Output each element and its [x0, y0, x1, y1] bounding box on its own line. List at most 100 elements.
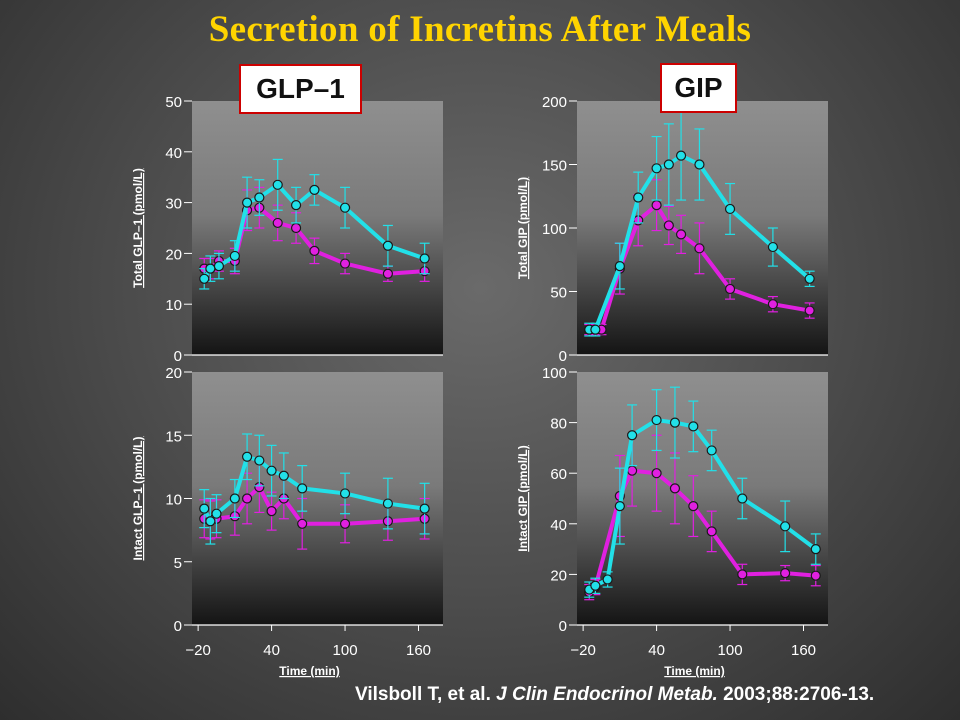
- intact-gip-series-cyan: [584, 386, 821, 598]
- citation-ref: 2003;88:2706-13.: [723, 684, 875, 705]
- citation-authors: Vilsboll T, et al.: [355, 684, 491, 705]
- total-glp1-y-tick-label: 30: [165, 196, 182, 213]
- intact-gip-data-point: [810, 570, 821, 581]
- intact-glp1-x-tick-label: 160: [406, 642, 431, 659]
- total-gip-data-point: [694, 159, 705, 170]
- total-glp1-data-point: [205, 263, 216, 274]
- intact-gip-data-point: [706, 445, 717, 456]
- total-glp1-y-axis-label: Total GLP–1 (pmol/L): [131, 168, 145, 288]
- total-glp1-data-point: [309, 184, 320, 195]
- total-glp1-y-tick-label: 20: [165, 246, 182, 263]
- intact-glp1-data-point: [339, 518, 351, 529]
- intact-glp1-data-point: [241, 451, 253, 462]
- intact-gip-data-point: [810, 543, 821, 555]
- total-gip-data-point: [651, 163, 662, 174]
- intact-glp1-y-axis-label: Intact GLP–1 (pmol/L): [131, 436, 145, 560]
- total-glp1-data-point: [339, 258, 351, 269]
- total-glp1-series-cyan: [199, 158, 430, 290]
- intact-gip-data-point: [651, 468, 662, 479]
- total-glp1-panel: 0 10 20 30 40 50 Total GLP–1 (pmol/L): [131, 94, 443, 365]
- total-glp1-data-point: [339, 202, 351, 213]
- total-glp1-data-point: [241, 197, 253, 208]
- intact-gip-data-point: [590, 580, 601, 591]
- intact-glp1-data-point: [205, 516, 216, 527]
- intact-glp1-y-tick-label: 20: [165, 365, 182, 382]
- intact-glp1-panel: 0 5 10 15 20 −20 40 100 160 Intact GLP–1 (pmol/L)…: [131, 365, 443, 678]
- intact-gip-data-point: [626, 465, 638, 476]
- intact-glp1-data-point: [419, 503, 430, 514]
- citation: Vilsboll T, et al. J Clin Endocrinol Met…: [355, 684, 874, 706]
- intact-gip-data-point: [669, 483, 681, 494]
- total-glp1-data-point: [213, 261, 225, 272]
- intact-gip-y-tick-label: 60: [550, 466, 567, 483]
- total-gip-plot-area: [577, 101, 828, 355]
- total-glp1-y-tick-label: 40: [165, 145, 182, 162]
- intact-gip-x-axis-label: Time (min): [664, 664, 724, 678]
- total-gip-series-magenta: [584, 179, 815, 336]
- total-glp1-data-point: [382, 268, 394, 279]
- total-glp1-data-point: [419, 253, 430, 264]
- total-gip-y-tick-label: 50: [550, 285, 567, 302]
- total-glp1-plot-area: [192, 101, 443, 355]
- intact-glp1-data-point: [297, 483, 308, 494]
- intact-gip-data-point: [737, 493, 748, 504]
- slide-title: Secretion of Incretins After Meals: [208, 9, 752, 50]
- total-gip-y-tick-label: 150: [542, 158, 567, 175]
- intact-gip-x-tick-label: 100: [718, 642, 743, 659]
- total-glp1-data-point: [290, 200, 302, 211]
- total-gip-data-point: [724, 283, 736, 295]
- total-gip-series-cyan: [584, 110, 815, 337]
- intact-gip-plot-area: [577, 372, 828, 625]
- intact-glp1-data-point: [211, 508, 222, 519]
- gip-label: GIP: [660, 63, 737, 113]
- intact-glp1-data-point: [229, 493, 240, 504]
- total-gip-data-point: [767, 299, 779, 310]
- intact-glp1-plot-area: [192, 372, 443, 625]
- intact-glp1-series-cyan: [199, 433, 430, 545]
- intact-gip-y-tick-label: 40: [550, 517, 567, 534]
- intact-gip-data-point: [602, 574, 613, 585]
- citation-journal: J Clin Endocrinol Metab.: [496, 684, 718, 705]
- intact-glp1-y-tick-label: 0: [174, 618, 182, 635]
- intact-gip-data-point: [688, 500, 699, 512]
- intact-glp1-data-point: [199, 503, 210, 514]
- intact-gip-x-tick-label: 40: [648, 642, 665, 659]
- intact-gip-data-point: [706, 526, 717, 537]
- total-gip-data-point: [675, 229, 687, 240]
- intact-glp1-y-tick-label: 10: [165, 492, 182, 509]
- intact-glp1-y-tick-label: 5: [174, 555, 182, 572]
- total-glp1-data-point: [309, 245, 320, 256]
- intact-glp1-data-point: [254, 455, 265, 466]
- intact-gip-data-point: [688, 421, 699, 432]
- intact-gip-data-point: [651, 414, 662, 426]
- total-gip-data-point: [804, 273, 815, 284]
- intact-glp1-data-point: [382, 498, 394, 509]
- intact-glp1-data-point: [297, 518, 308, 529]
- intact-glp1-data-point: [339, 488, 351, 499]
- total-glp1-data-point: [254, 192, 265, 203]
- intact-gip-y-tick-label: 100: [542, 365, 567, 382]
- intact-gip-data-point: [614, 500, 625, 512]
- total-gip-data-point: [767, 241, 779, 253]
- intact-glp1-x-tick-label: −20: [185, 642, 210, 659]
- total-glp1-data-point: [199, 273, 210, 284]
- intact-gip-data-point: [669, 417, 681, 428]
- total-gip-y-tick-label: 100: [542, 221, 567, 238]
- total-glp1-data-point: [229, 250, 240, 262]
- glp1-label: GLP–1: [239, 64, 362, 114]
- intact-glp1-data-point: [266, 506, 277, 517]
- intact-gip-data-point: [780, 521, 791, 532]
- intact-gip-y-tick-label: 80: [550, 416, 567, 433]
- total-gip-data-point: [633, 192, 644, 203]
- intact-glp1-x-axis-label: Time (min): [279, 664, 339, 678]
- intact-glp1-y-tick-label: 15: [165, 428, 182, 445]
- total-gip-y-axis-label: Total GIP (pmol/L): [516, 177, 530, 279]
- total-gip-data-point: [614, 261, 625, 272]
- intact-gip-y-axis-label: Intact GIP (pmol/L): [516, 445, 530, 551]
- total-glp1-data-point: [272, 217, 283, 229]
- total-gip-data-point: [724, 203, 736, 215]
- intact-gip-y-tick-label: 20: [550, 567, 567, 584]
- total-glp1-data-point: [382, 240, 394, 251]
- intact-glp1-data-point: [278, 470, 289, 481]
